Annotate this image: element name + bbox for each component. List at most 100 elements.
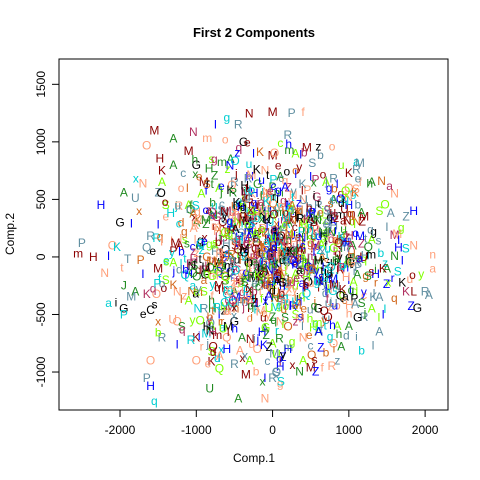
data-point: Z <box>358 236 365 250</box>
data-point: i <box>115 296 118 310</box>
data-point: l <box>301 319 304 333</box>
data-point: t <box>219 245 223 259</box>
data-point: h <box>306 201 313 215</box>
data-point: M <box>269 346 279 360</box>
data-point: l <box>259 222 262 236</box>
data-point: u <box>407 272 414 286</box>
data-point: A <box>285 215 293 229</box>
data-point: U <box>271 285 280 299</box>
data-point: P <box>288 106 296 120</box>
data-point: c <box>247 311 253 325</box>
data-point: d <box>194 205 201 219</box>
data-point: g <box>240 200 247 214</box>
data-point: Q <box>282 243 291 257</box>
data-point: j <box>204 257 208 271</box>
data-point: m <box>262 192 272 206</box>
data-point: O <box>307 262 316 276</box>
data-point: i <box>248 214 251 228</box>
data-point: H <box>250 186 259 200</box>
data-point: O <box>221 213 230 227</box>
data-point: i <box>281 269 284 283</box>
data-point: M <box>126 289 136 303</box>
data-point: l <box>302 284 305 298</box>
data-point: s <box>334 251 340 265</box>
data-point: i <box>261 183 264 197</box>
data-point: H <box>166 206 175 220</box>
data-point: u <box>294 290 301 304</box>
data-point: s <box>306 269 312 283</box>
data-point: c <box>292 220 298 234</box>
y-axis: -1000 -500 0 500 1000 1500 <box>34 71 60 387</box>
data-point: m <box>280 213 290 227</box>
data-point: A <box>308 264 316 278</box>
data-point: u <box>234 232 241 246</box>
data-point: x <box>290 358 296 372</box>
data-point: Q <box>209 339 218 353</box>
data-point: a <box>212 238 219 252</box>
data-point: N <box>255 248 264 262</box>
data-point: h <box>342 260 349 274</box>
data-point: A <box>387 206 395 220</box>
data-point: G <box>329 241 338 255</box>
data-point: O <box>253 342 262 356</box>
data-point: A <box>230 284 238 298</box>
data-point: e <box>267 184 274 198</box>
data-point: H <box>276 359 285 373</box>
data-point: N <box>288 213 297 227</box>
data-point: g <box>295 250 302 264</box>
data-point: K <box>257 273 265 287</box>
data-point: b <box>230 216 237 230</box>
data-point: c <box>255 279 261 293</box>
data-point: d <box>343 328 350 342</box>
data-point: Q <box>341 184 350 198</box>
data-point: g <box>224 223 231 237</box>
data-point: a <box>201 273 208 287</box>
data-point: M <box>242 214 252 228</box>
data-point: g <box>223 111 230 125</box>
data-point: M <box>271 300 281 314</box>
data-point: M <box>201 326 211 340</box>
data-point: b <box>288 276 295 290</box>
data-point: a <box>267 270 274 284</box>
data-point: m <box>217 155 227 169</box>
data-point: b <box>297 257 304 271</box>
data-point: N <box>285 227 294 241</box>
data-point: t <box>291 190 295 204</box>
data-point: f <box>245 261 249 275</box>
data-point: H <box>253 204 262 218</box>
data-point: G <box>243 238 252 252</box>
data-point: q <box>179 322 186 336</box>
data-point: I <box>298 218 301 232</box>
data-point: j <box>256 332 260 346</box>
data-point: I <box>180 292 183 306</box>
data-point: I <box>371 338 374 352</box>
data-point: z <box>221 258 227 272</box>
data-point: d <box>338 196 345 210</box>
data-point: I <box>315 213 318 227</box>
data-point: h <box>208 293 215 307</box>
data-point: g <box>282 291 289 305</box>
data-point: u <box>311 228 318 242</box>
data-point: z <box>194 246 200 260</box>
data-point: h <box>246 255 253 269</box>
data-point: f <box>158 271 162 285</box>
data-point: b <box>285 275 292 289</box>
data-point: t <box>261 200 265 214</box>
data-point: c <box>300 239 306 253</box>
data-point: y <box>327 207 333 221</box>
data-point: o <box>268 254 275 268</box>
data-point: O <box>156 186 165 200</box>
data-point: Q <box>326 260 335 274</box>
data-point: K <box>230 256 238 270</box>
data-point: o <box>161 281 168 295</box>
data-point: h <box>307 222 314 236</box>
data-point: m <box>224 258 234 272</box>
data-point: y <box>276 199 282 213</box>
data-point: R <box>200 302 209 316</box>
data-point: R <box>175 199 184 213</box>
data-point: G <box>256 246 265 260</box>
data-point: A <box>375 325 383 339</box>
data-point: K <box>299 177 307 191</box>
data-point: x <box>292 241 298 255</box>
data-point: G <box>304 260 313 274</box>
